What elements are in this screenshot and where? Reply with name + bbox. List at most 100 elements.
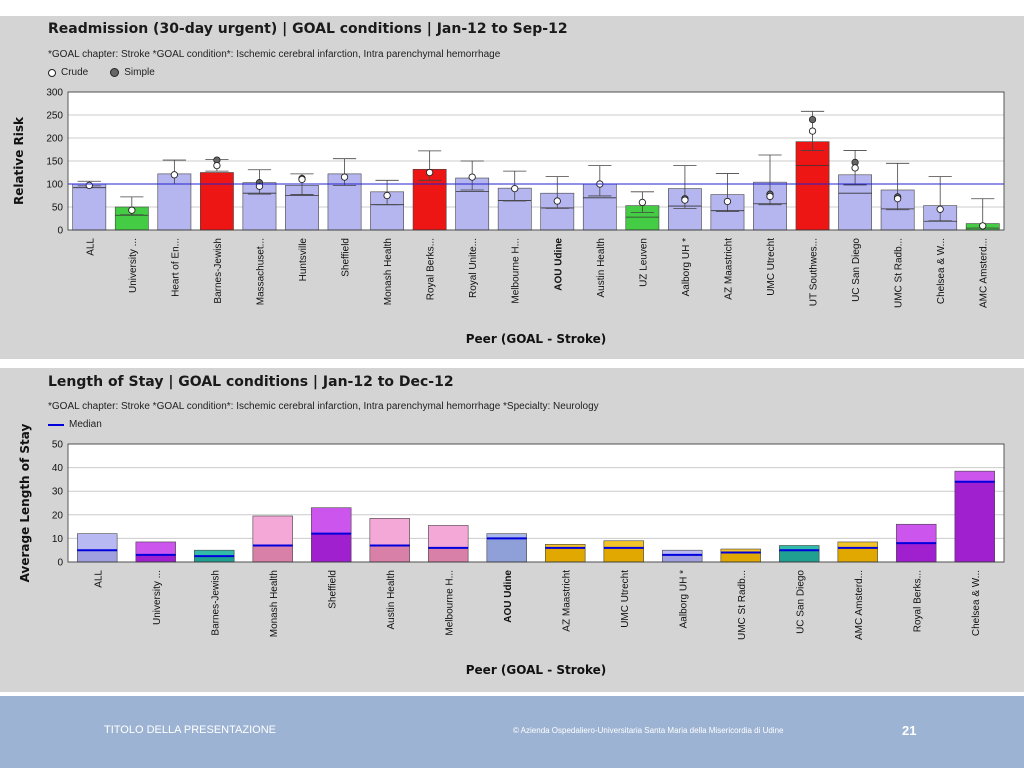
x-tick-label: ALL	[85, 238, 96, 256]
x-tick-label: Royal Berks...	[426, 238, 437, 300]
crude-marker	[553, 197, 561, 205]
x-tick-label: University ...	[152, 570, 163, 625]
legend-item-median: Median	[48, 419, 102, 430]
crude-marker	[808, 127, 817, 135]
crude-marker	[851, 164, 859, 172]
los-legend: Median	[48, 419, 102, 430]
bar-lower	[837, 547, 878, 563]
x-tick-label: Monash Health	[269, 570, 280, 637]
bar-lower	[603, 547, 644, 563]
simple-marker	[808, 116, 817, 124]
legend-simple-label: Simple	[124, 67, 155, 78]
median-line-icon	[48, 423, 64, 426]
x-tick-label: Barnes-Jewish	[210, 570, 221, 636]
y-tick-label: 250	[46, 111, 63, 122]
readmission-legend: Crude Simple	[48, 67, 155, 78]
y-axis-label: Average Length of Stay	[18, 423, 32, 582]
crude-marker-icon	[48, 68, 56, 77]
x-tick-label: AOU Udine	[553, 238, 564, 291]
x-axis-label: Peer (GOAL - Stroke)	[466, 663, 606, 677]
bar-lower	[77, 549, 118, 563]
crude-marker	[298, 175, 306, 184]
plot-frame	[67, 443, 1005, 563]
x-tick-label: Austin Health	[386, 570, 397, 629]
footer-presentation-title: TITOLO DELLA PRESENTAZIONE	[104, 724, 276, 736]
bar-upper	[428, 525, 469, 549]
readmission-chart-subtitle: *GOAL chapter: Stroke *GOAL condition*: …	[48, 49, 501, 60]
x-tick-label: Heart of En...	[170, 238, 181, 297]
bar-lower	[545, 547, 586, 563]
y-tick-label: 0	[57, 558, 63, 569]
bar	[200, 172, 234, 231]
crude-marker	[128, 206, 136, 214]
x-tick-label: UMC St Radb...	[737, 570, 748, 640]
bar-upper	[252, 515, 293, 546]
x-tick-label: UC San Diego	[795, 570, 806, 634]
bar-lower	[135, 554, 176, 563]
y-tick-label: 30	[52, 487, 64, 498]
x-tick-label: Chelsea & W...	[936, 238, 947, 304]
bar-upper	[311, 507, 352, 534]
x-tick-label: AZ Maastricht	[561, 570, 572, 632]
bar-lower	[720, 552, 761, 563]
crude-marker	[893, 195, 902, 203]
y-tick-label: 40	[52, 463, 64, 474]
bar-upper	[77, 533, 118, 551]
y-tick-label: 100	[46, 180, 63, 191]
x-tick-label: Melbourne H...	[444, 570, 455, 636]
bar-lower	[896, 542, 937, 563]
y-tick-label: 50	[52, 203, 64, 214]
x-tick-label: Royal Unite...	[468, 238, 479, 298]
bar	[72, 183, 107, 231]
bar-upper	[954, 470, 995, 483]
slide-footer	[0, 696, 1024, 768]
crude-marker	[340, 173, 349, 181]
x-tick-label: UZ Leuven	[638, 238, 649, 287]
x-tick-label: Chelsea & W...	[971, 570, 982, 636]
y-tick-label: 300	[46, 88, 63, 99]
crude-marker	[638, 198, 647, 207]
bar-lower	[428, 547, 469, 563]
x-tick-label: Monash Health	[383, 238, 394, 305]
y-axis-label: Relative Risk	[12, 116, 26, 205]
crude-marker	[425, 168, 434, 177]
x-tick-label: Austin Health	[596, 238, 607, 297]
x-tick-label: UMC St Radb...	[894, 238, 905, 308]
x-tick-label: AZ Maastricht	[723, 238, 734, 300]
los-chart-subtitle: *GOAL chapter: Stroke *GOAL condition*: …	[48, 401, 599, 412]
crude-marker	[936, 205, 944, 213]
y-tick-label: 20	[52, 510, 64, 521]
footer-copyright: © Azienda Ospedaliero-Universitaria Sant…	[513, 726, 784, 735]
x-tick-label: Aalborg UH *	[681, 238, 692, 296]
x-tick-label: Huntsville	[298, 238, 309, 282]
bar-upper	[603, 540, 644, 549]
y-tick-label: 50	[52, 440, 64, 451]
crude-marker	[511, 184, 519, 193]
crude-marker	[979, 222, 987, 230]
x-axis-label: Peer (GOAL - Stroke)	[466, 332, 606, 346]
bar	[795, 141, 830, 231]
x-tick-label: ALL	[93, 570, 104, 588]
x-tick-label: Massachuset...	[255, 238, 266, 305]
readmission-chart-title: Readmission (30-day urgent) | GOAL condi…	[48, 21, 568, 37]
crude-marker	[681, 196, 689, 204]
x-tick-label: Aalborg UH *	[678, 570, 689, 628]
x-tick-label: Royal Berks...	[912, 570, 923, 632]
crude-marker	[255, 182, 264, 190]
x-tick-label: Melbourne H...	[511, 238, 522, 304]
plot-frame	[67, 91, 1005, 231]
simple-marker-icon	[110, 68, 120, 77]
bar-lower	[311, 533, 352, 563]
crude-marker	[170, 171, 179, 179]
x-tick-label: AMC Amsterd...	[854, 570, 865, 640]
los-chart-title: Length of Stay | GOAL conditions | Jan-1…	[48, 374, 454, 390]
bar-lower	[486, 538, 527, 563]
crude-marker	[383, 191, 391, 200]
x-tick-label: AMC Amsterd...	[979, 238, 990, 308]
legend-median-label: Median	[69, 419, 102, 430]
x-tick-label: Sheffield	[327, 570, 338, 609]
x-tick-label: UMC Utrecht	[766, 238, 777, 296]
y-tick-label: 10	[52, 534, 64, 545]
